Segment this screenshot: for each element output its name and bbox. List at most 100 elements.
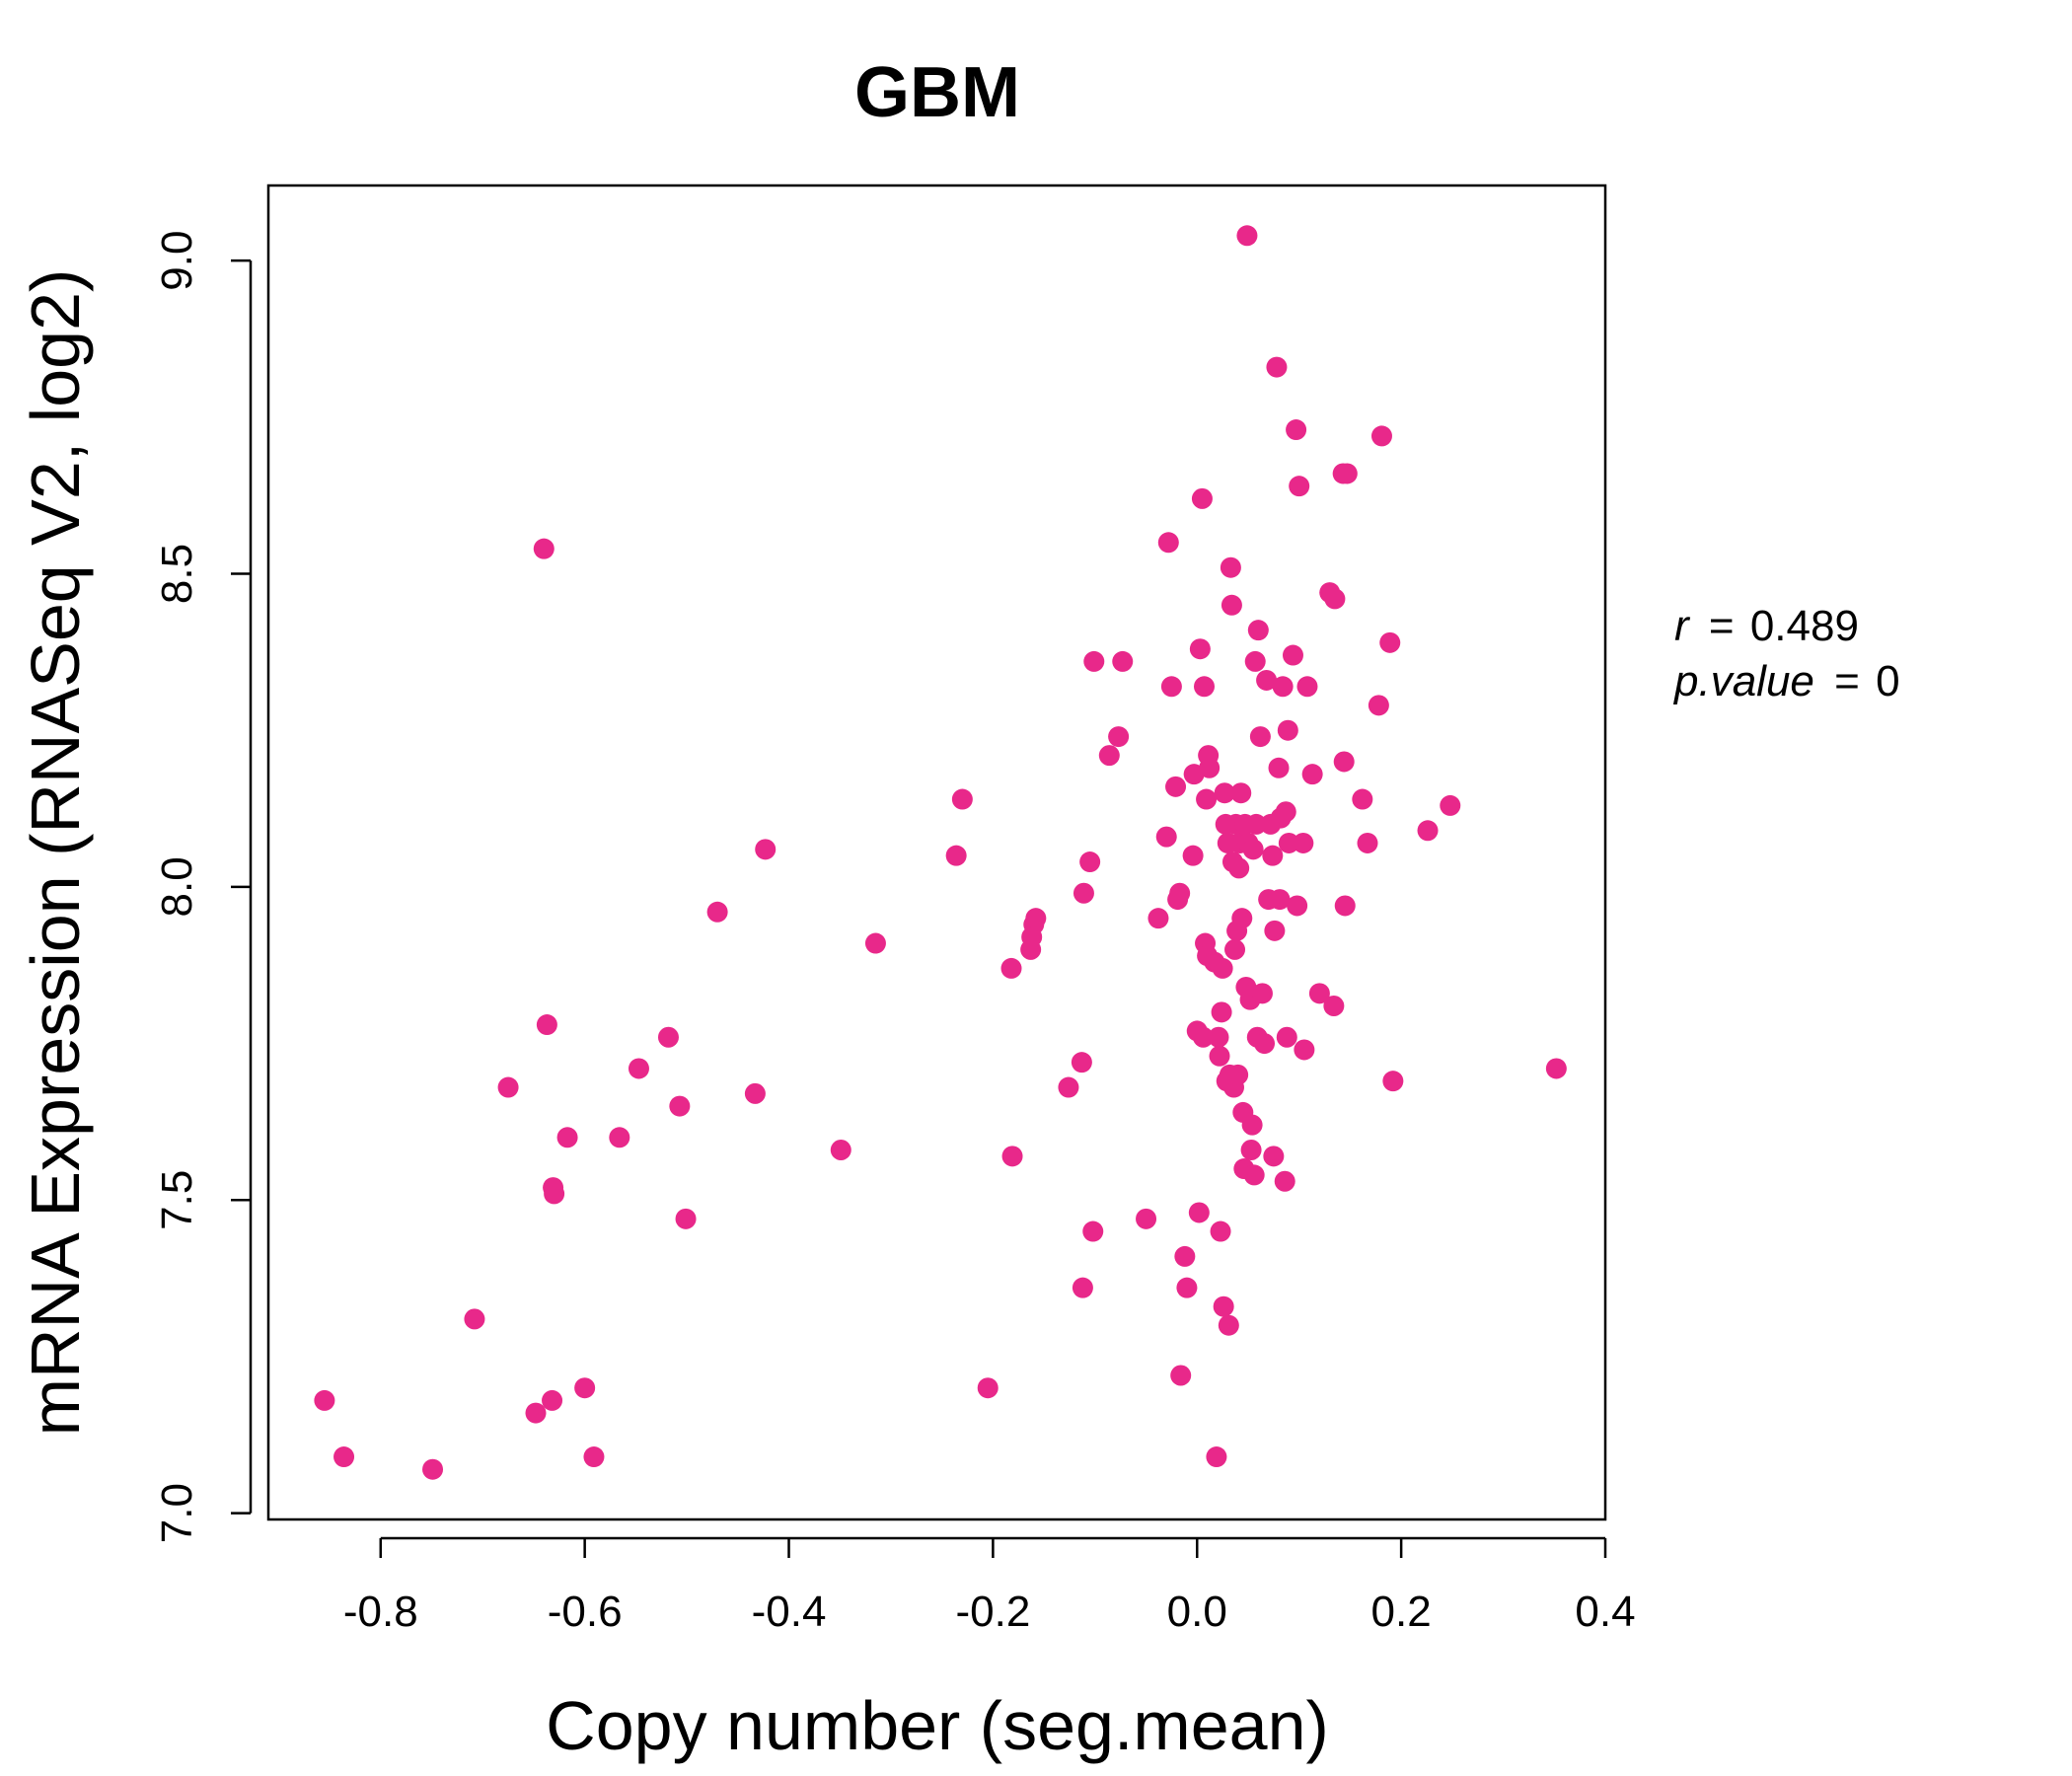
data-point [1079, 851, 1101, 873]
data-point [1194, 676, 1215, 698]
data-point [1323, 996, 1345, 1017]
data-point [1336, 463, 1358, 484]
data-point [1289, 476, 1310, 497]
data-point [1214, 782, 1235, 804]
data-point [314, 1389, 335, 1411]
data-point [1170, 1365, 1192, 1386]
data-point [1160, 676, 1182, 698]
data-point [669, 1095, 691, 1117]
data-point [1169, 882, 1191, 904]
data-point [951, 788, 973, 810]
data-point [1368, 695, 1389, 716]
data-point [1210, 1221, 1231, 1242]
data-point [1274, 1170, 1295, 1192]
data-point [1188, 1202, 1210, 1223]
data-point [864, 932, 886, 954]
y-axis-title: mRNA Expression (RNASeq V2, log2) [17, 269, 94, 1437]
data-point [1370, 425, 1392, 447]
data-point [1208, 1026, 1229, 1048]
data-point [744, 1082, 766, 1104]
data-point [1357, 832, 1378, 853]
data-point [628, 1058, 649, 1079]
data-point [1276, 1026, 1297, 1048]
data-point [1071, 1052, 1092, 1073]
data-point [464, 1308, 485, 1330]
data-point [1224, 938, 1246, 960]
x-tick-label: -0.6 [548, 1588, 623, 1636]
data-point [1277, 719, 1298, 741]
data-point [1266, 356, 1288, 378]
data-point [583, 1446, 605, 1468]
data-point [1206, 1446, 1227, 1468]
data-point [1278, 832, 1299, 853]
data-point [1268, 757, 1290, 778]
data-point [1264, 920, 1286, 941]
data-point [1176, 1277, 1198, 1298]
data-point [1262, 845, 1284, 866]
data-point [497, 1076, 519, 1098]
data-point [542, 1389, 563, 1411]
data-point [1251, 983, 1273, 1004]
y-tick-label: 7.0 [153, 1483, 201, 1543]
data-point [1174, 1245, 1196, 1267]
data-point [1083, 650, 1105, 672]
data-point [609, 1127, 630, 1148]
data-point [1220, 556, 1241, 578]
data-point [1263, 1146, 1285, 1167]
data-point [1352, 788, 1373, 810]
data-point [1272, 676, 1294, 698]
data-point [1240, 1140, 1262, 1161]
data-point [1241, 1114, 1263, 1136]
data-point [1242, 839, 1264, 860]
data-point [1545, 1058, 1567, 1079]
data-point [830, 1140, 851, 1161]
data-point [1192, 1026, 1214, 1048]
data-point [1108, 726, 1130, 748]
x-tick-label: -0.2 [955, 1588, 1030, 1636]
data-point [1282, 644, 1303, 666]
data-point [525, 1402, 547, 1424]
data-point [706, 901, 728, 923]
data-point [1269, 889, 1291, 911]
data-point [1287, 895, 1308, 917]
data-point [1001, 1146, 1023, 1167]
data-point [1379, 631, 1401, 653]
data-point [1334, 895, 1356, 917]
y-axis: 7.0 7.5 8.0 8.5 9.0 [153, 231, 253, 1543]
data-point [1301, 764, 1323, 785]
x-tick-label: 0.2 [1371, 1588, 1432, 1636]
points-layer [314, 225, 1567, 1480]
data-point [1417, 820, 1439, 842]
data-point [1058, 1076, 1079, 1098]
data-point [1112, 650, 1134, 672]
data-point [1189, 638, 1211, 660]
data-point [1157, 532, 1179, 554]
data-point [1440, 794, 1461, 816]
r-value: 0.489 [1750, 602, 1859, 650]
x-tick-label: 0.0 [1167, 1588, 1227, 1636]
data-point [1155, 826, 1177, 848]
data-point [1209, 1045, 1230, 1067]
data-point [1227, 1064, 1249, 1085]
data-point [1182, 845, 1204, 866]
data-point [1199, 757, 1221, 778]
correlation-annotation: r = 0.489 p.value = 0 [1672, 602, 1900, 705]
data-point [556, 1127, 578, 1148]
r-annotation: r = 0.489 [1674, 602, 1859, 650]
p-annotation: p.value = 0 [1672, 657, 1900, 705]
x-tick-label: -0.4 [752, 1588, 827, 1636]
data-point [1098, 745, 1120, 767]
data-point [1308, 983, 1330, 1004]
data-point [1212, 957, 1233, 979]
data-point [536, 1014, 557, 1036]
data-point [1230, 782, 1252, 804]
data-point [1082, 1221, 1104, 1242]
data-point [1073, 882, 1094, 904]
data-point [1196, 788, 1218, 810]
data-point [1244, 650, 1266, 672]
y-tick-label: 8.0 [153, 856, 201, 917]
data-point [533, 538, 555, 559]
data-point [333, 1446, 355, 1468]
data-point [1249, 726, 1271, 748]
